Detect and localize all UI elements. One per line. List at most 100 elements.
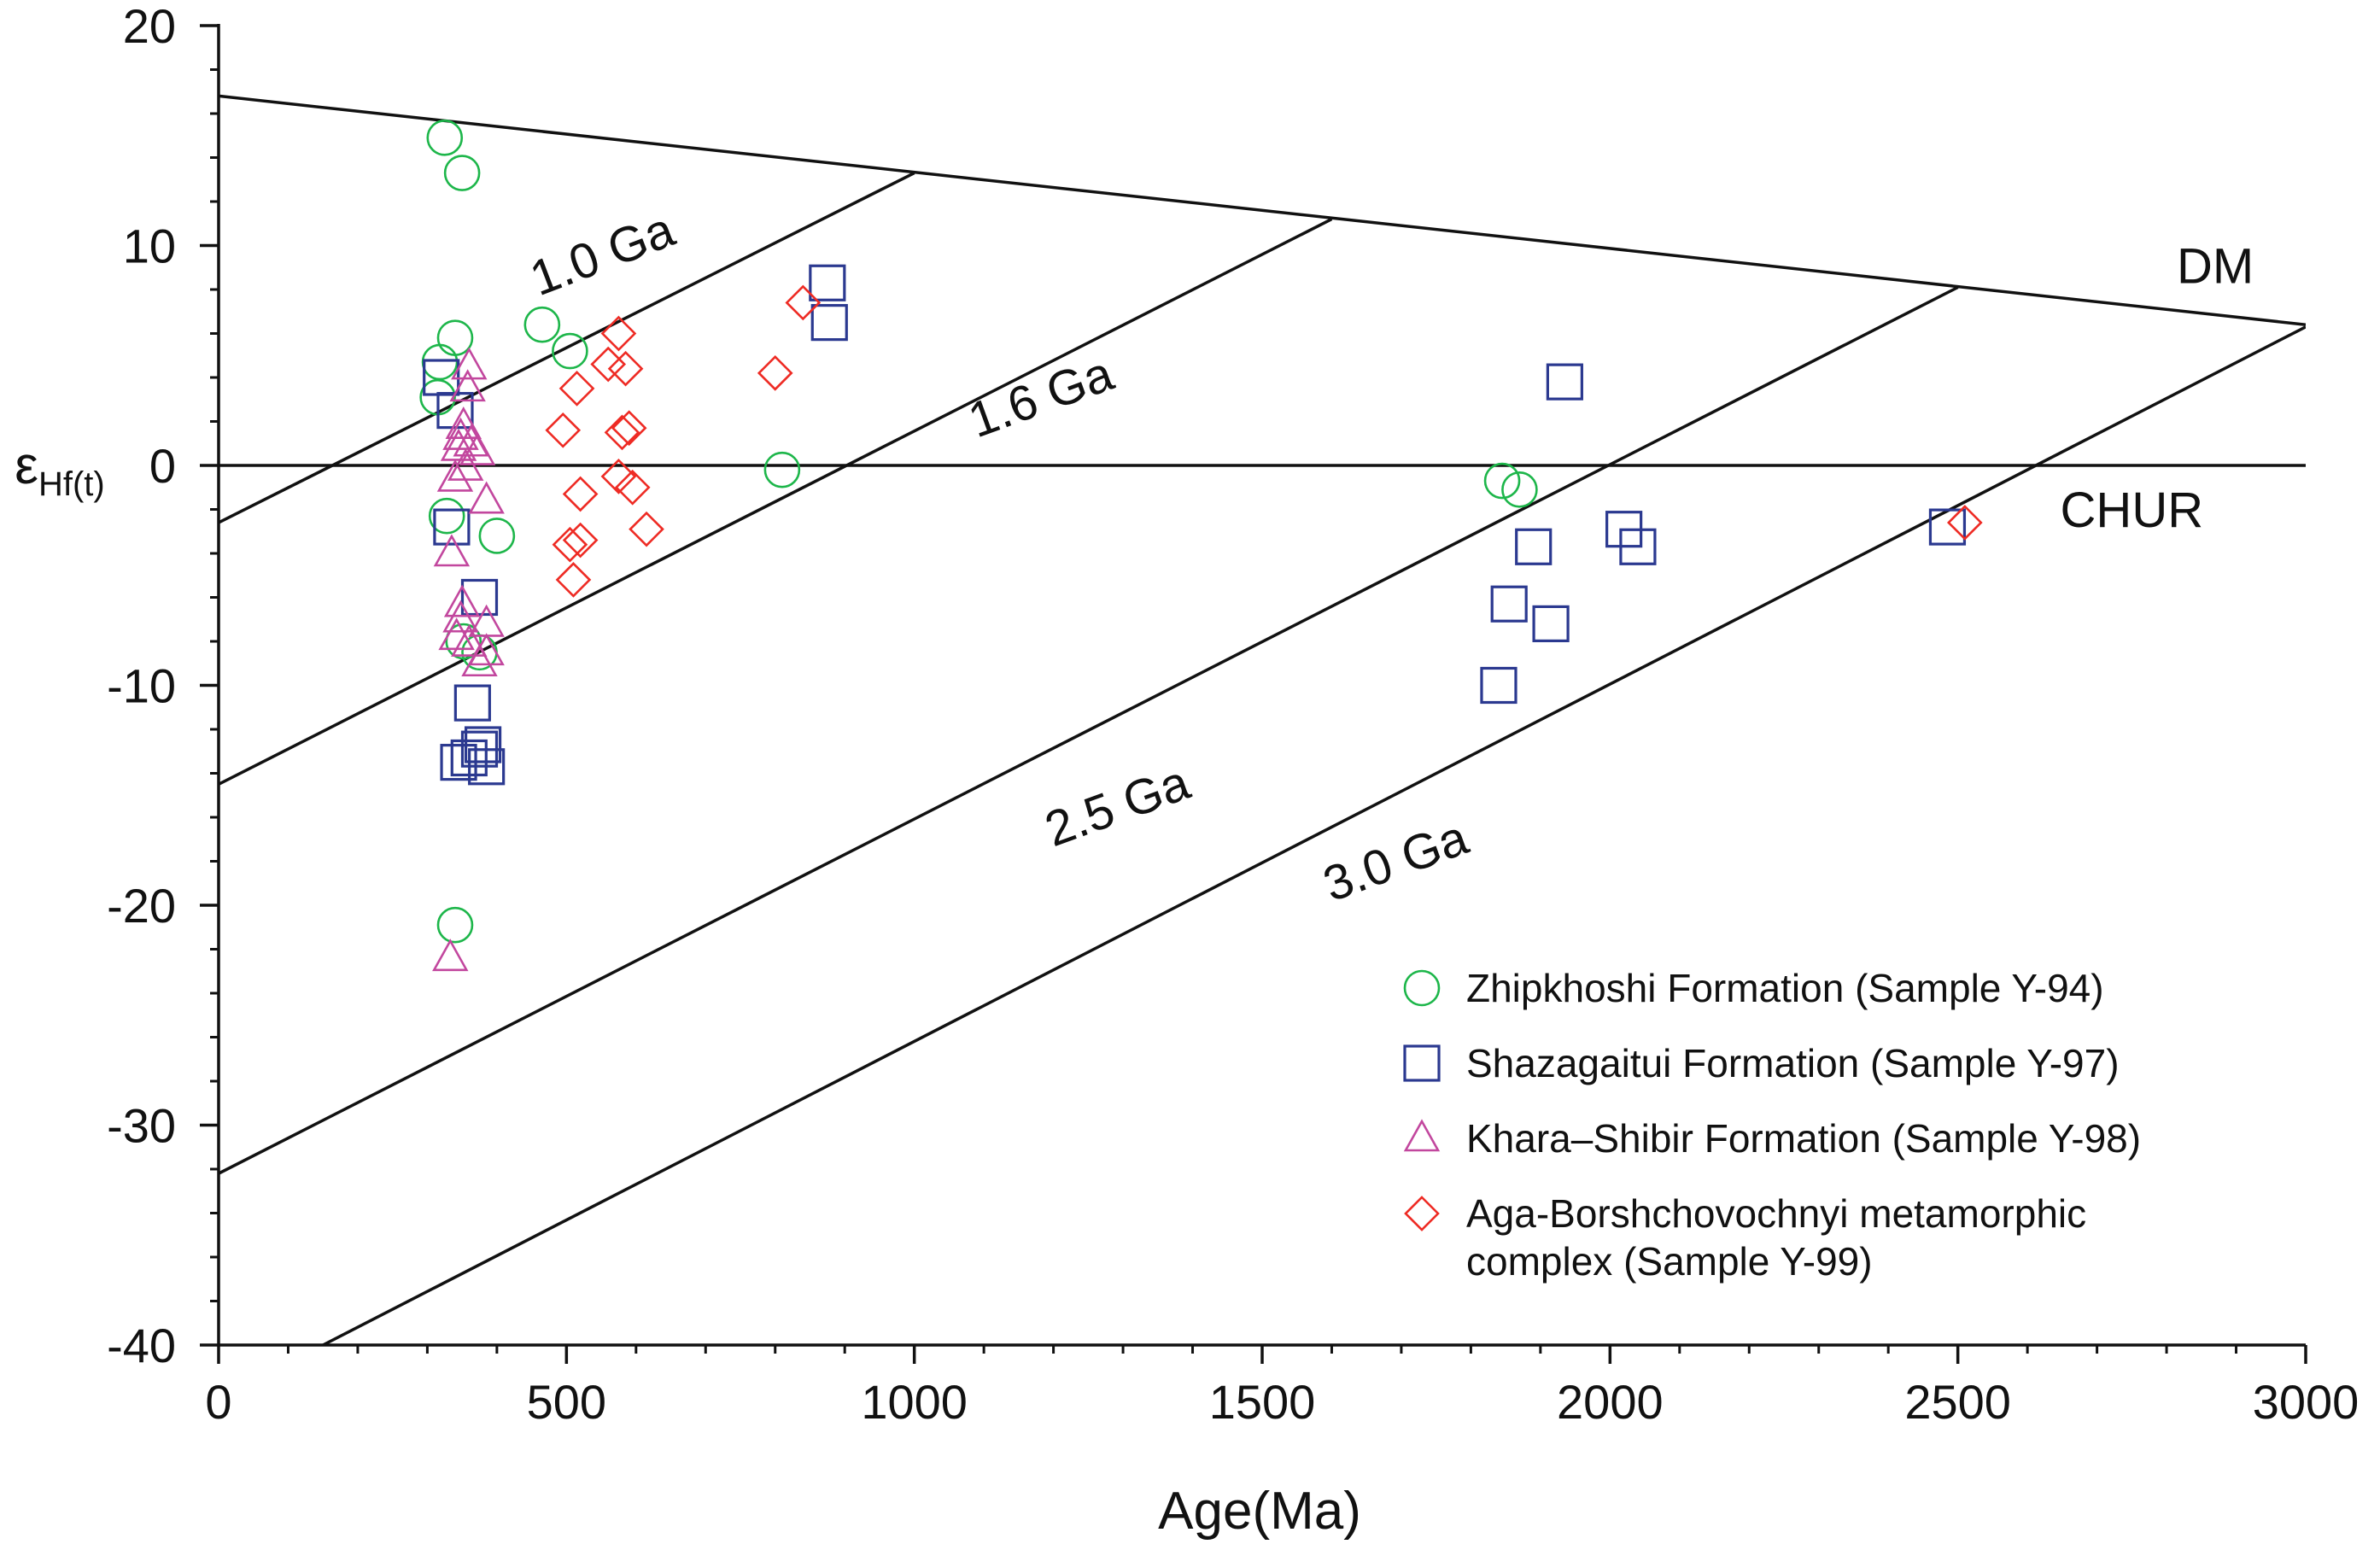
x-tick-label: 500 bbox=[527, 1375, 606, 1429]
data-point-square bbox=[468, 748, 506, 786]
legend-entry-circle: Zhipkhoshi Formation (Sample Y-94) bbox=[1403, 966, 2104, 1010]
legend-label: Khara–Shibir Formation (Sample Y-98) bbox=[1466, 1116, 2141, 1161]
ref-label-1-0-ga: 1.0 Ga bbox=[523, 202, 682, 307]
data-point-circle bbox=[523, 306, 561, 343]
data-point-triangle bbox=[468, 481, 505, 514]
data-point-diamond bbox=[629, 511, 664, 547]
legend-marker-circle bbox=[1403, 969, 1441, 1007]
x-tick-label: 0 bbox=[205, 1375, 231, 1429]
data-point-square bbox=[453, 684, 491, 722]
y-tick-label: -20 bbox=[107, 879, 176, 933]
x-tick-label: 3000 bbox=[2253, 1375, 2360, 1429]
x-tick-label: 1000 bbox=[861, 1375, 968, 1429]
data-point-diamond bbox=[562, 476, 599, 512]
y-tick-label: 0 bbox=[149, 439, 176, 493]
ref-label-dm: DM bbox=[2177, 238, 2254, 294]
data-point-diamond bbox=[600, 315, 637, 352]
data-point-triangle bbox=[449, 369, 486, 402]
data-point-circle bbox=[436, 906, 474, 944]
data-point-triangle bbox=[451, 623, 488, 657]
x-axis-title: Age(Ma) bbox=[1158, 1482, 1361, 1541]
data-point-square bbox=[440, 744, 477, 781]
data-point-circle bbox=[428, 497, 465, 535]
ref-label-2-5-ga: 2.5 Ga bbox=[1038, 754, 1197, 857]
ref-line-3-0-ga bbox=[322, 325, 2306, 1345]
data-point-square bbox=[1619, 528, 1657, 565]
legend-label: Aga-Borshchovochnyi metamorphic bbox=[1466, 1191, 2086, 1236]
y-tick-label: -30 bbox=[107, 1099, 176, 1153]
data-point-triangle bbox=[442, 600, 479, 633]
data-point-triangle bbox=[433, 534, 471, 567]
data-point-diamond bbox=[555, 562, 592, 598]
legend-entry-square: Shazagaitui Formation (Sample Y-97) bbox=[1403, 1041, 2120, 1085]
legend-entry-triangle: Khara–Shibir Formation (Sample Y-98) bbox=[1403, 1116, 2141, 1161]
data-point-diamond bbox=[785, 284, 822, 321]
ref-label-3-0-ga: 3.0 Ga bbox=[1316, 810, 1476, 913]
data-point-circle bbox=[1501, 471, 1538, 508]
legend: Zhipkhoshi Formation (Sample Y-94) Shazag… bbox=[1403, 966, 2141, 1284]
axes: 0 500 1000 1500 2000 2500 3000 20 10 0 -10 -20 -30 -4… bbox=[107, 0, 2359, 1429]
series-triangle bbox=[432, 347, 505, 972]
y-tick-label: 20 bbox=[123, 0, 176, 53]
ref-line-1-6-ga bbox=[219, 218, 1333, 786]
data-point-square bbox=[1490, 585, 1528, 623]
ref-line-dm bbox=[219, 94, 2306, 326]
x-tick-label: 1500 bbox=[1209, 1375, 1316, 1429]
data-point-circle bbox=[421, 343, 459, 381]
data-point-diamond bbox=[604, 414, 640, 451]
data-point-diamond bbox=[757, 355, 793, 391]
data-point-square bbox=[1480, 666, 1517, 705]
data-point-triangle bbox=[443, 584, 481, 617]
ref-line-2-5-ga bbox=[219, 285, 1959, 1175]
data-point-diamond bbox=[590, 346, 627, 383]
data-point-square bbox=[810, 304, 848, 342]
y-axis-symbol: ε bbox=[15, 436, 38, 495]
y-axis-subscript: Hf(t) bbox=[38, 465, 105, 503]
legend-marker-triangle bbox=[1403, 1119, 1441, 1152]
data-point-triangle bbox=[440, 428, 477, 461]
data-point-square bbox=[1515, 528, 1553, 565]
data-point-diamond bbox=[600, 459, 637, 494]
data-point-triangle bbox=[436, 459, 474, 492]
legend-label: Shazagaitui Formation (Sample Y-97) bbox=[1466, 1041, 2120, 1085]
data-point-diamond bbox=[1946, 505, 1983, 541]
data-point-diamond bbox=[607, 350, 644, 387]
data-point-square bbox=[1928, 508, 1967, 546]
x-tick-label: 2000 bbox=[1557, 1375, 1664, 1429]
data-point-circle bbox=[443, 155, 481, 191]
data-point-triangle bbox=[461, 644, 498, 677]
data-point-triangle bbox=[442, 417, 479, 450]
series-square bbox=[423, 264, 1967, 786]
y-tick-label: 10 bbox=[123, 219, 176, 273]
data-point-square bbox=[460, 578, 499, 617]
data-point-circle bbox=[436, 319, 474, 356]
series-diamond bbox=[545, 284, 1983, 598]
data-point-circle bbox=[426, 120, 464, 156]
legend-marker-square bbox=[1403, 1044, 1441, 1082]
legend-label: Zhipkhoshi Formation (Sample Y-94) bbox=[1466, 966, 2104, 1010]
data-point-triangle bbox=[451, 347, 488, 380]
data-point-circle bbox=[478, 518, 516, 554]
data-point-diamond bbox=[611, 410, 647, 447]
series-circle bbox=[419, 120, 1538, 944]
data-point-triangle bbox=[432, 939, 469, 972]
ref-label-1-6-ga: 1.6 Ga bbox=[962, 345, 1121, 448]
data-point-circle bbox=[552, 332, 588, 370]
ref-label-chur: CHUR bbox=[2061, 483, 2204, 538]
data-point-square bbox=[1532, 605, 1570, 643]
y-tick-label: -10 bbox=[107, 659, 176, 713]
data-markers bbox=[419, 120, 1983, 972]
y-tick-label: -40 bbox=[107, 1319, 176, 1372]
data-point-diamond bbox=[552, 526, 588, 563]
data-point-diamond bbox=[562, 522, 599, 559]
legend-marker-diamond bbox=[1404, 1196, 1440, 1231]
data-point-triangle bbox=[459, 432, 496, 465]
x-tick-label: 2500 bbox=[1904, 1375, 2011, 1429]
data-point-square bbox=[809, 264, 846, 301]
data-point-circle bbox=[1483, 462, 1521, 500]
data-point-diamond bbox=[614, 469, 651, 506]
y-axis-title: εHf(t) bbox=[15, 436, 104, 503]
data-point-diamond bbox=[545, 412, 582, 448]
